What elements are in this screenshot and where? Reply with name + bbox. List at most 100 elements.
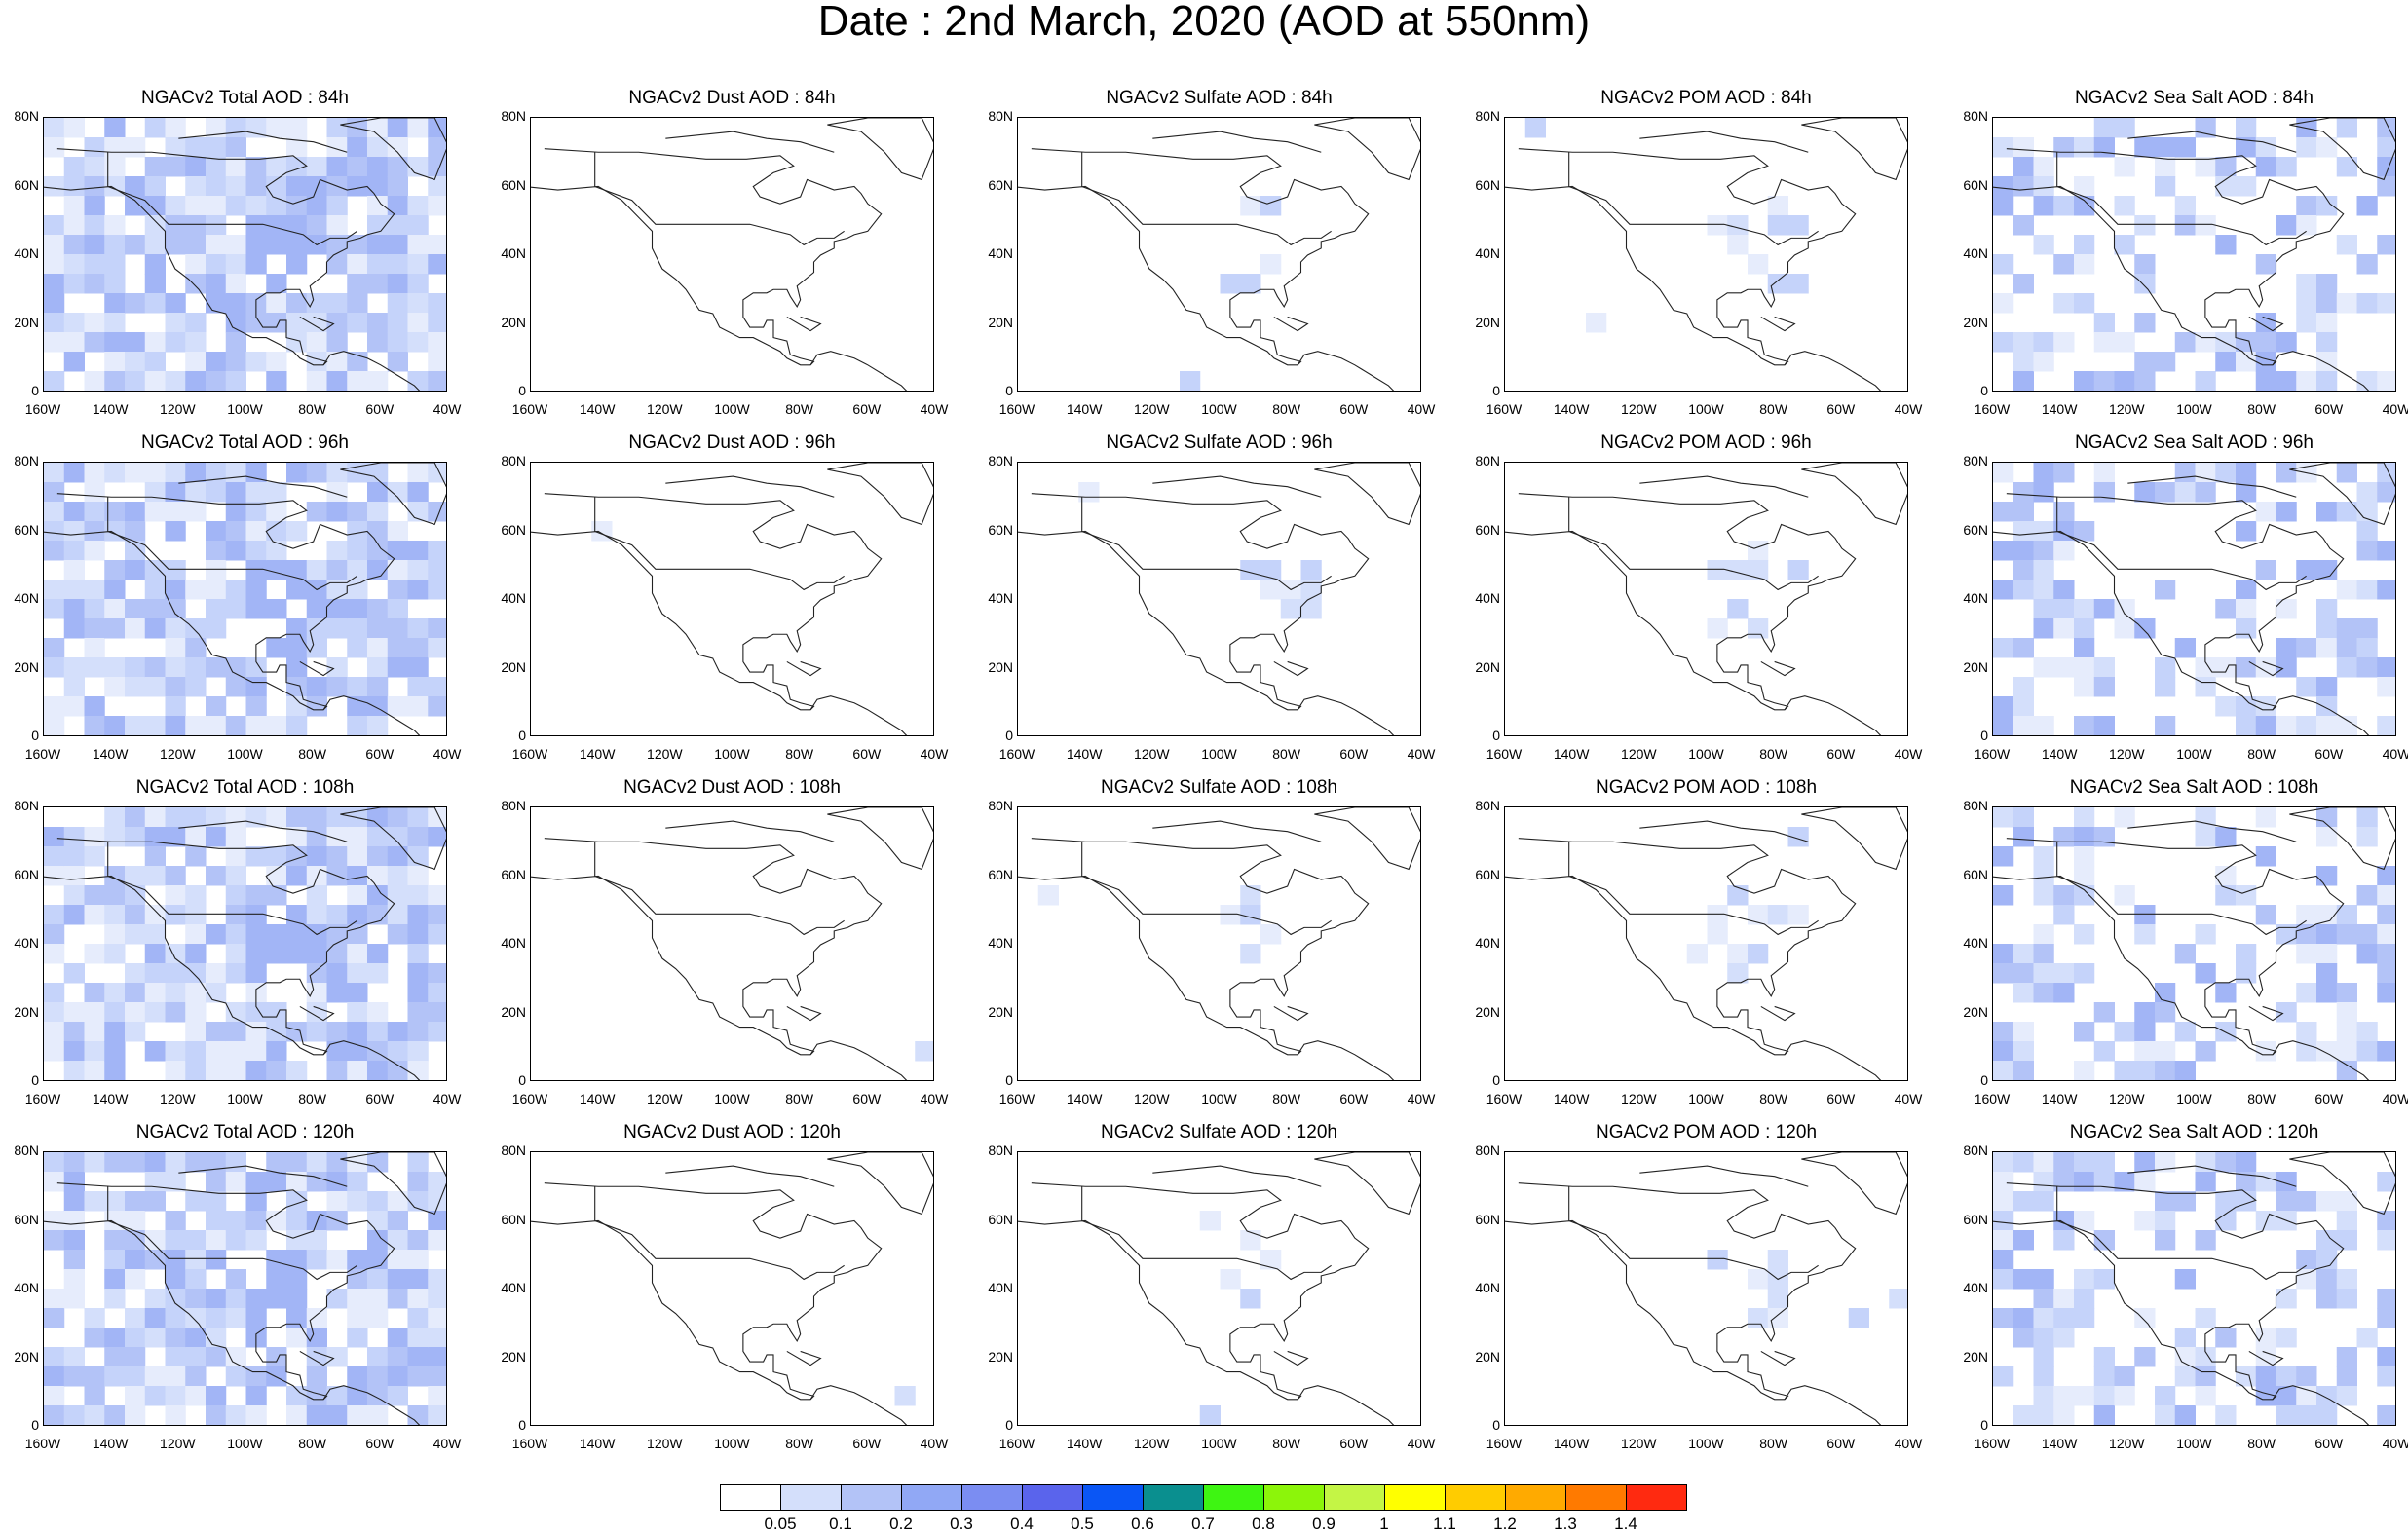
lon-tick-label: 120W — [647, 401, 683, 417]
aod-cell — [2033, 560, 2054, 580]
aod-cell — [286, 560, 308, 580]
aod-cell — [2195, 963, 2216, 984]
aod-cell — [185, 1230, 207, 1251]
aod-cell — [2316, 696, 2338, 717]
lat-tick-label: 20N — [14, 1348, 39, 1365]
aod-cell — [286, 1152, 308, 1173]
aod-cell — [104, 332, 126, 353]
aod-cell — [185, 332, 207, 353]
aod-cell — [347, 1250, 368, 1270]
aod-cell — [2215, 235, 2237, 255]
aod-cell — [1993, 580, 2014, 600]
aod-cell — [84, 1405, 105, 1425]
aod-cell — [144, 1041, 166, 1062]
aod-cell — [104, 1061, 126, 1080]
coastline-greenland — [2289, 807, 2395, 871]
coastline-south-america — [1784, 1385, 1882, 1425]
aod-cell — [387, 560, 408, 580]
aod-cell — [104, 371, 126, 391]
aod-cell — [2215, 1425, 2236, 1426]
aod-cell — [347, 827, 368, 847]
aod-cell — [326, 1191, 348, 1212]
aod-cell — [63, 827, 85, 847]
aod-cell — [84, 541, 105, 561]
aod-cell — [2316, 716, 2338, 735]
aod-cell — [185, 1022, 207, 1042]
aod-cell — [326, 254, 348, 275]
lon-tick-label: 160W — [24, 1091, 61, 1106]
aod-cell — [1993, 196, 2014, 216]
aod-cell — [407, 215, 429, 236]
aod-cell — [2276, 1386, 2297, 1406]
aod-cell — [1848, 1308, 1869, 1328]
aod-cell — [165, 157, 186, 177]
aod-cell — [245, 696, 267, 717]
country-border — [1081, 842, 1332, 936]
lon-tick-label: 60W — [1339, 1436, 1369, 1451]
aod-cell — [306, 463, 327, 483]
coastline-greenland — [1801, 463, 1907, 526]
aod-cell — [165, 196, 186, 216]
aod-cell — [2013, 735, 2034, 736]
coastline-south-america — [1784, 1040, 1882, 1080]
lon-tick-label: 120W — [1621, 746, 1657, 762]
aod-cell — [84, 638, 105, 658]
lon-tick-label: 40W — [2382, 401, 2408, 417]
aod-cell — [306, 846, 327, 867]
aod-cell — [44, 391, 64, 392]
aod-cell — [266, 1172, 287, 1192]
aod-cell — [266, 1425, 286, 1426]
lat-tick-label: 0 — [1492, 1072, 1500, 1088]
aod-cell — [266, 1289, 287, 1309]
aod-cell — [2316, 1191, 2338, 1212]
aod-cell — [104, 1366, 126, 1387]
lon-tick-label: 40W — [1894, 746, 1923, 762]
aod-cell — [2155, 1405, 2176, 1425]
aod-cell — [245, 215, 267, 236]
aod-cell — [185, 1002, 207, 1023]
aod-cell — [387, 332, 408, 353]
aod-cell — [44, 482, 65, 503]
lon-tick-label: 60W — [2314, 1436, 2344, 1451]
aod-cell — [125, 1022, 146, 1042]
aod-cell — [2296, 196, 2317, 216]
aod-cell — [2114, 157, 2135, 177]
aod-cell — [266, 716, 287, 735]
aod-cell — [63, 1061, 85, 1080]
aod-cell — [1787, 905, 1809, 925]
aod-cell — [1240, 1289, 1261, 1309]
aod-cell — [144, 352, 166, 372]
aod-cell — [306, 983, 327, 1003]
aod-cell — [367, 254, 389, 275]
aod-cell — [407, 827, 429, 847]
aod-cell — [206, 1080, 226, 1081]
lat-tick-label: 80N — [988, 798, 1013, 813]
aod-cell — [2377, 983, 2395, 1003]
aod-cell — [2215, 1405, 2237, 1425]
aod-cell — [2093, 1002, 2115, 1023]
aod-cell — [266, 1022, 287, 1042]
aod-cell — [1993, 1425, 2013, 1426]
aod-cell — [125, 924, 146, 945]
aod-cell — [2074, 391, 2094, 392]
aod-cell — [125, 735, 145, 736]
aod-cell — [387, 1386, 408, 1406]
aod-cell — [225, 293, 246, 314]
country-border — [107, 842, 357, 936]
aod-cell — [165, 313, 186, 333]
aod-cell — [266, 157, 287, 177]
aod-cell — [2134, 905, 2156, 925]
aod-cell — [2074, 599, 2095, 619]
aod-cell — [2316, 1425, 2337, 1426]
aod-cell — [2336, 618, 2357, 639]
coastline — [1018, 493, 1370, 711]
aod-cell — [2276, 1172, 2297, 1192]
aod-cell — [2316, 371, 2338, 391]
aod-cell — [326, 1405, 348, 1425]
aod-cell — [2377, 157, 2395, 177]
aod-cell — [225, 1230, 246, 1251]
colorbar-tick-label: 1 — [1379, 1515, 1389, 1533]
aod-cell — [1787, 274, 1809, 294]
coastline-caribbean — [2248, 1350, 2284, 1366]
aod-cell — [407, 1289, 429, 1309]
